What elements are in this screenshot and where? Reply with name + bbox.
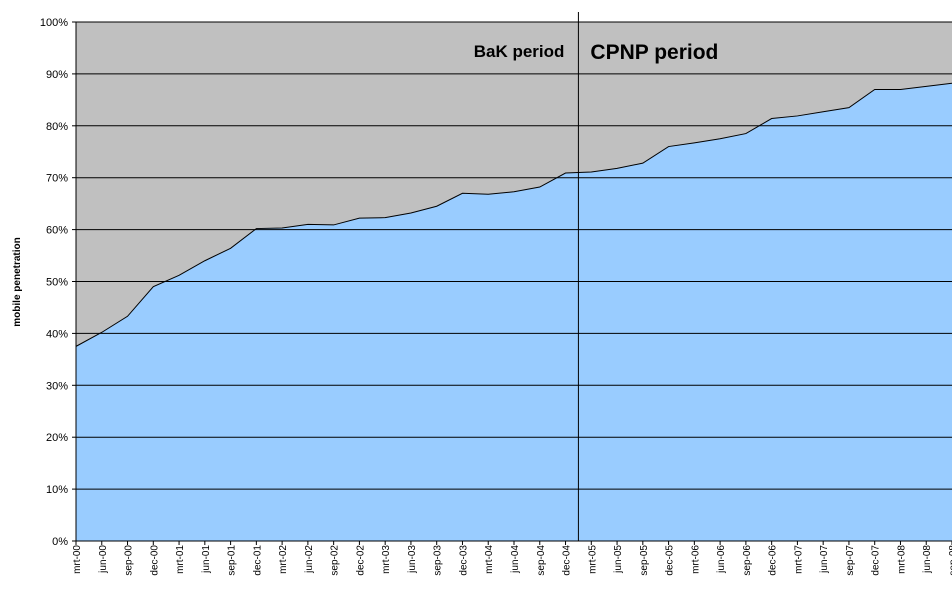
y-tick-label: 30% [46, 380, 68, 392]
y-tick-label: 80% [46, 121, 68, 133]
x-tick-label: mrt-07 [793, 545, 804, 574]
x-tick-label: jun-04 [510, 545, 521, 574]
x-tick-label: sep-03 [433, 545, 444, 576]
y-axis-label: mobile penetration [12, 237, 23, 326]
x-tick-label: dec-07 [871, 545, 882, 576]
y-tick-label: 60% [46, 225, 68, 237]
x-tick-label: sep-00 [124, 545, 135, 576]
annotation: CPNP period [590, 41, 718, 64]
x-tick-label: jun-01 [201, 545, 212, 574]
x-tick-label: mrt-02 [278, 545, 289, 574]
x-tick-label: dec-04 [562, 545, 573, 576]
x-tick-label: jun-05 [613, 545, 624, 574]
x-tick-label: dec-02 [355, 545, 366, 576]
y-tick-label: 40% [46, 328, 68, 340]
x-tick-label: jun-00 [98, 545, 109, 574]
x-tick-label: mrt-03 [381, 545, 392, 574]
x-tick-label: sep-05 [639, 545, 650, 576]
x-tick-label: mrt-04 [484, 545, 495, 574]
x-tick-label: mrt-01 [175, 545, 186, 574]
y-tick-label: 90% [46, 69, 68, 81]
x-tick-label: sep-06 [742, 545, 753, 576]
y-tick-label: 70% [46, 173, 68, 185]
area [76, 83, 952, 541]
y-tick-label: 20% [46, 432, 68, 444]
x-tick-label: mrt-05 [587, 545, 598, 574]
x-tick-label: jun-07 [819, 545, 830, 574]
x-tick-label: dec-01 [252, 545, 263, 576]
x-tick-label: mrt-06 [690, 545, 701, 574]
x-tick-label: jun-06 [716, 545, 727, 574]
x-tick-label: mrt-00 [72, 545, 83, 574]
x-tick-label: dec-00 [149, 545, 160, 576]
x-tick-label: sep-01 [227, 545, 238, 576]
x-tick-label: jun-02 [304, 545, 315, 574]
area-outline [75, 82, 952, 347]
x-tick-label: jun-08 [922, 545, 933, 574]
x-tick-label: dec-05 [665, 545, 676, 576]
annotation: BaK period [474, 42, 565, 61]
x-tick-label: dec-03 [458, 545, 469, 576]
x-tick-label: dec-06 [768, 545, 779, 576]
x-tick-label: sep-04 [536, 545, 547, 576]
x-tick-label: sep-02 [330, 545, 341, 576]
x-tick-label: mrt-08 [896, 545, 907, 574]
x-tick-label: sep-08 [948, 545, 952, 576]
y-tick-label: 0% [52, 536, 68, 548]
y-tick-label: 100% [40, 17, 68, 29]
x-tick-label: jun-03 [407, 545, 418, 574]
y-tick-label: 10% [46, 484, 68, 496]
x-tick-label: sep-07 [845, 545, 856, 576]
y-tick-label: 50% [46, 277, 68, 289]
